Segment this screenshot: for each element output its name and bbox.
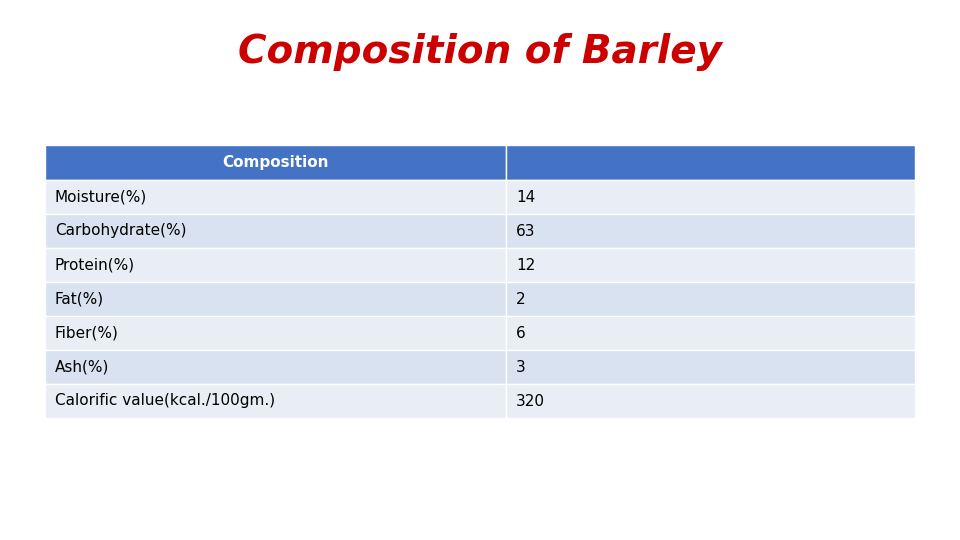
Text: Composition of Barley: Composition of Barley (238, 33, 722, 71)
FancyBboxPatch shape (506, 145, 915, 180)
Text: 320: 320 (516, 394, 545, 408)
FancyBboxPatch shape (506, 248, 915, 282)
FancyBboxPatch shape (45, 145, 506, 180)
Text: Carbohydrate(%): Carbohydrate(%) (55, 224, 186, 239)
Text: Composition: Composition (223, 155, 328, 170)
Text: 6: 6 (516, 326, 526, 341)
FancyBboxPatch shape (506, 180, 915, 214)
FancyBboxPatch shape (45, 384, 506, 418)
FancyBboxPatch shape (506, 316, 915, 350)
FancyBboxPatch shape (506, 214, 915, 248)
Text: Ash(%): Ash(%) (55, 360, 109, 375)
Text: 2: 2 (516, 292, 526, 307)
Text: Fiber(%): Fiber(%) (55, 326, 119, 341)
Text: Protein(%): Protein(%) (55, 258, 135, 273)
Text: 14: 14 (516, 190, 536, 205)
Text: 3: 3 (516, 360, 526, 375)
FancyBboxPatch shape (45, 248, 506, 282)
FancyBboxPatch shape (45, 282, 506, 316)
FancyBboxPatch shape (45, 214, 506, 248)
FancyBboxPatch shape (506, 350, 915, 384)
Text: Fat(%): Fat(%) (55, 292, 104, 307)
FancyBboxPatch shape (45, 350, 506, 384)
Text: 12: 12 (516, 258, 536, 273)
FancyBboxPatch shape (506, 384, 915, 418)
Text: Calorific value(kcal./100gm.): Calorific value(kcal./100gm.) (55, 394, 276, 408)
Text: 63: 63 (516, 224, 536, 239)
Text: Moisture(%): Moisture(%) (55, 190, 147, 205)
FancyBboxPatch shape (45, 316, 506, 350)
FancyBboxPatch shape (506, 282, 915, 316)
FancyBboxPatch shape (45, 180, 506, 214)
